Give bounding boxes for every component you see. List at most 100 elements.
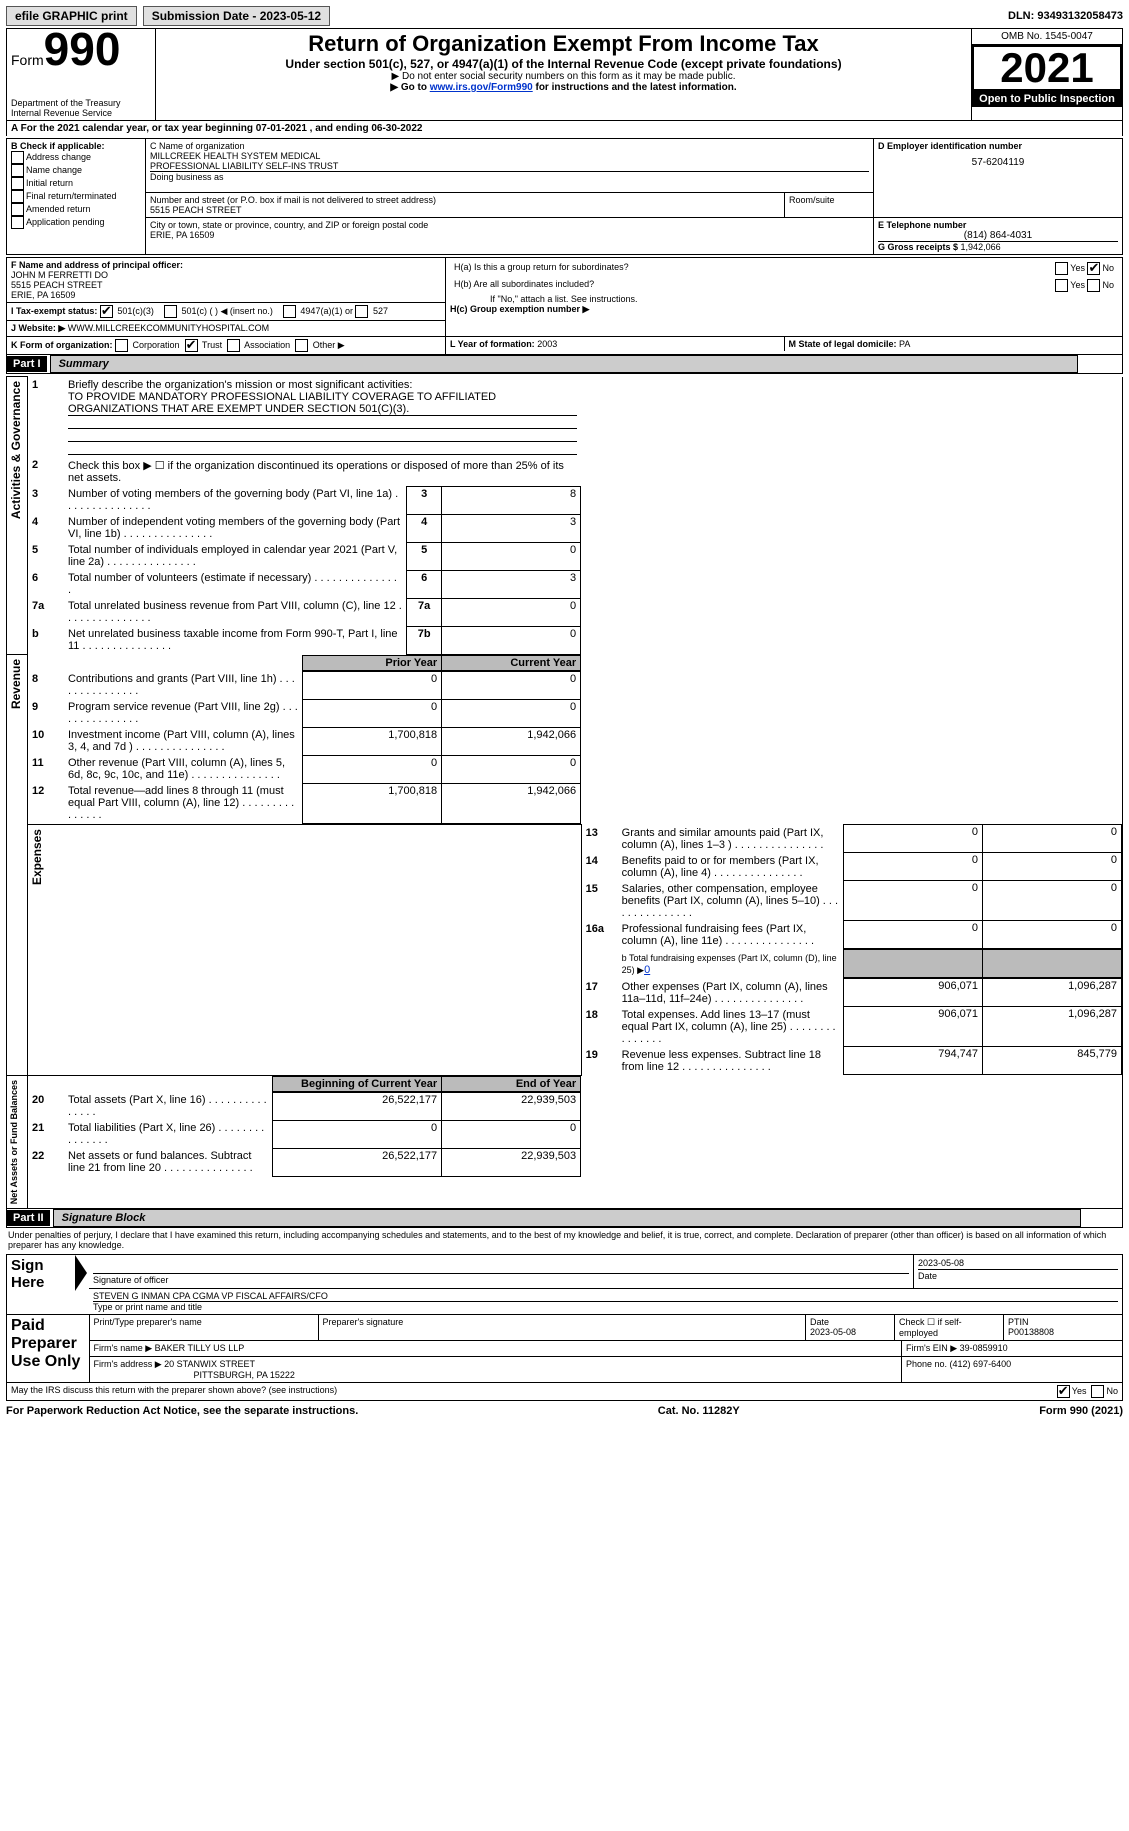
signature-arrow-icon	[75, 1255, 87, 1291]
opt-assoc: Association	[244, 340, 290, 350]
line-a-mid: , and ending	[307, 123, 371, 134]
table-row: 3Number of voting members of the governi…	[28, 486, 581, 514]
check-initial-return[interactable]	[11, 177, 24, 190]
opt-501c3: 501(c)(3)	[117, 306, 154, 316]
table-row: 11Other revenue (Part VIII, column (A), …	[28, 755, 581, 783]
col-current: Current Year	[442, 655, 581, 670]
table-row: 10Investment income (Part VIII, column (…	[28, 727, 581, 755]
l2-text: Check this box ▶ ☐ if the organization d…	[64, 457, 581, 486]
ha-yes: Yes	[1070, 263, 1085, 273]
opt-initial-return: Initial return	[26, 178, 73, 188]
discuss-label: May the IRS discuss this return with the…	[11, 1385, 337, 1395]
dept-treasury: Department of the Treasury	[11, 98, 151, 108]
check-527[interactable]	[355, 305, 368, 318]
table-row: 5Total number of individuals employed in…	[28, 542, 581, 570]
submission-label: Submission Date -	[152, 9, 260, 23]
declaration-text: Under penalties of perjury, I declare th…	[6, 1228, 1123, 1252]
table-row: 21Total liabilities (Part X, line 26)00	[28, 1120, 581, 1148]
opt-name-change: Name change	[26, 165, 82, 175]
check-corp[interactable]	[115, 339, 128, 352]
tax-status-label: I Tax-exempt status:	[11, 306, 97, 316]
check-address-change[interactable]	[11, 151, 24, 164]
header-block: Form990 Department of the Treasury Inter…	[6, 28, 1123, 121]
part-ii-title: Signature Block	[53, 1209, 1081, 1227]
side-activities: Activities & Governance	[7, 377, 25, 523]
check-amended-return[interactable]	[11, 203, 24, 216]
check-application-pending[interactable]	[11, 216, 24, 229]
ein-value: 57-6204119	[878, 151, 1118, 174]
submission-date-button[interactable]: Submission Date - 2023-05-12	[143, 6, 330, 26]
check-hb-yes[interactable]	[1055, 279, 1068, 292]
check-discuss-no[interactable]	[1091, 1385, 1104, 1398]
check-501c[interactable]	[164, 305, 177, 318]
firm-ein-value: 39-0859910	[960, 1343, 1008, 1353]
check-trust[interactable]	[185, 339, 198, 352]
section-b-label: B Check if applicable:	[11, 141, 141, 151]
col-preparer-sig: Preparer's signature	[319, 1315, 807, 1340]
domicile-value: PA	[899, 339, 910, 349]
phone-label: E Telephone number	[878, 220, 1118, 230]
irs-link[interactable]: www.irs.gov/Form990	[430, 82, 533, 93]
check-assoc[interactable]	[227, 339, 240, 352]
col-prior: Prior Year	[303, 655, 442, 670]
part-i-label: Part I	[7, 356, 47, 372]
ein-label: D Employer identification number	[878, 141, 1118, 151]
check-other[interactable]	[295, 339, 308, 352]
footer-mid: Cat. No. 11282Y	[658, 1405, 740, 1417]
gross-receipts-value: 1,942,066	[961, 242, 1001, 252]
check-501c3[interactable]	[100, 305, 113, 318]
org-form-label: K Form of organization:	[11, 340, 113, 350]
website-value: WWW.MILLCREEKCOMMUNITYHOSPITAL.COM	[68, 323, 269, 333]
firm-addr-label: Firm's address ▶	[94, 1359, 165, 1369]
room-label: Room/suite	[789, 195, 869, 205]
h-b-label: H(b) Are all subordinates included?	[450, 277, 1051, 294]
check-final-return[interactable]	[11, 190, 24, 203]
discuss-no: No	[1106, 1386, 1118, 1396]
open-inspection: Open to Public Inspection	[972, 91, 1122, 107]
opt-corp: Corporation	[133, 340, 180, 350]
opt-501c: 501(c) ( ) ◀ (insert no.)	[181, 306, 272, 316]
check-hb-no[interactable]	[1087, 279, 1100, 292]
firm-phone-value: (412) 697-6400	[950, 1359, 1012, 1369]
street-label: Number and street (or P.O. box if mail i…	[150, 195, 780, 205]
check-name-change[interactable]	[11, 164, 24, 177]
note-link-pre: ▶ Go to	[390, 82, 429, 93]
check-ha-no[interactable]	[1087, 262, 1100, 275]
opt-application-pending: Application pending	[26, 217, 105, 227]
h-c-label: H(c) Group exemption number ▶	[450, 304, 589, 314]
check-discuss-yes[interactable]	[1057, 1385, 1070, 1398]
paid-preparer-label: Paid Preparer Use Only	[11, 1317, 85, 1371]
opt-4947: 4947(a)(1) or	[300, 306, 353, 316]
opt-other: Other ▶	[313, 340, 345, 350]
col-prep-date-label: Date	[810, 1317, 829, 1327]
table-row: 15Salaries, other compensation, employee…	[582, 881, 1122, 921]
officer-label: F Name and address of principal officer:	[11, 260, 183, 270]
gross-receipts-label: G Gross receipts $	[878, 242, 961, 252]
ha-no: No	[1102, 263, 1114, 273]
tax-year: 2021	[1000, 44, 1093, 91]
dba-label: Doing business as	[150, 172, 869, 182]
check-ha-yes[interactable]	[1055, 262, 1068, 275]
part-i-title: Summary	[50, 355, 1078, 373]
officer-name-title: STEVEN G INMAN CPA CGMA VP FISCAL AFFAIR…	[93, 1291, 1118, 1302]
h-a-label: H(a) Is this a group return for subordin…	[450, 260, 1051, 277]
year-formation-value: 2003	[537, 339, 557, 349]
summary-table: Activities & Governance 1 Briefly descri…	[6, 376, 1123, 1209]
form-word: Form	[11, 52, 44, 68]
signature-block: Sign Here Signature of officer 2023-05-0…	[6, 1254, 1123, 1401]
check-4947[interactable]	[283, 305, 296, 318]
domicile-label: M State of legal domicile:	[789, 339, 900, 349]
opt-amended-return: Amended return	[26, 204, 91, 214]
col-ptin-label: PTIN	[1008, 1317, 1029, 1327]
firm-name-value: BAKER TILLY US LLP	[155, 1343, 245, 1353]
table-row: bNet unrelated business taxable income f…	[28, 626, 581, 654]
l16b-label: b Total fundraising expenses (Part IX, c…	[622, 953, 837, 975]
opt-trust: Trust	[202, 340, 222, 350]
col-self-employed: Check ☐ if self-employed	[895, 1315, 1004, 1340]
org-name-1: MILLCREEK HEALTH SYSTEM MEDICAL	[150, 151, 869, 161]
street-value: 5515 PEACH STREET	[150, 205, 780, 215]
officer-street: 5515 PEACH STREET	[11, 280, 441, 290]
firm-name-label: Firm's name ▶	[94, 1343, 155, 1353]
dln-value: 93493132058473	[1037, 10, 1123, 22]
l16b-value[interactable]: 0	[644, 964, 650, 976]
